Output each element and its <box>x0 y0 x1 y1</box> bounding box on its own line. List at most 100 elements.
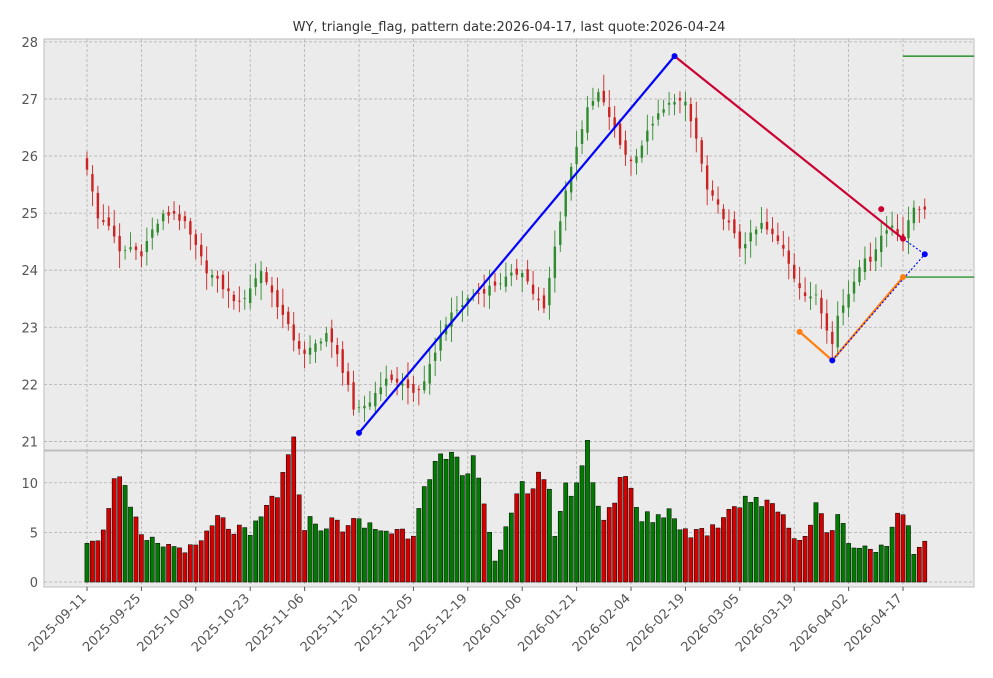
candle-body <box>118 235 121 252</box>
candle-body <box>292 324 295 341</box>
candle-body <box>249 288 252 304</box>
volume-bar <box>862 545 868 583</box>
volume-bar <box>476 477 482 583</box>
candle-body <box>336 344 339 355</box>
volume-bar <box>824 532 830 583</box>
pattern-overlay <box>356 53 974 436</box>
candle-body <box>433 352 437 362</box>
candle-body <box>896 229 899 235</box>
volume-bar <box>530 488 536 583</box>
volume-bar <box>498 549 503 583</box>
candle-body <box>363 405 366 409</box>
volume-bar <box>715 527 721 583</box>
volume-bar <box>846 543 851 583</box>
candle-body <box>183 216 187 222</box>
price-panel-bg <box>43 38 975 451</box>
candle-body <box>624 140 627 155</box>
candle-body <box>287 311 290 325</box>
candle-body <box>102 220 105 222</box>
candle-body <box>591 100 595 106</box>
volume-tick-label: 5 <box>30 526 38 541</box>
volume-bar <box>106 508 112 583</box>
candle-body <box>858 267 861 283</box>
projection-line <box>831 253 926 361</box>
volume-bar <box>100 529 106 583</box>
volume-bar <box>732 506 737 583</box>
x-tick-label: 2026-04-17 <box>842 591 906 655</box>
volume-bar <box>797 540 802 583</box>
y-tick-label: 26 <box>21 150 38 165</box>
volume-bar <box>394 529 400 583</box>
candle-body <box>874 249 877 262</box>
volume-bar <box>835 514 841 583</box>
volume-bar <box>677 529 683 583</box>
candle-body <box>238 300 241 302</box>
volume-bar <box>857 547 862 583</box>
volume-bar <box>416 508 422 583</box>
candle-body <box>733 219 736 234</box>
candle-body <box>586 107 589 133</box>
volume-bar <box>313 523 318 583</box>
candle-body <box>123 250 127 251</box>
candle-body <box>477 293 480 295</box>
volume-bar <box>220 517 226 583</box>
volume-bar <box>916 546 922 583</box>
candle-body <box>831 331 834 345</box>
volume-bar <box>155 542 161 583</box>
candle-body <box>113 225 116 237</box>
candle-body <box>385 378 388 386</box>
candle-body <box>667 102 671 105</box>
pattern-line <box>358 55 676 434</box>
candle-body <box>798 283 801 289</box>
volume-bar <box>215 515 220 583</box>
candle-body <box>744 244 747 249</box>
y-tick-label: 28 <box>21 36 38 51</box>
candle-body <box>760 222 763 229</box>
volume-bar <box>258 516 264 583</box>
volume-bar <box>514 493 520 583</box>
volume-bar <box>389 533 394 583</box>
volume-bar <box>117 476 122 583</box>
volume-bar <box>269 495 275 583</box>
candle-body <box>820 297 823 314</box>
volume-bar <box>503 526 509 583</box>
pattern-marker <box>878 206 885 213</box>
pattern-marker <box>921 251 928 258</box>
volume-bar <box>291 436 297 583</box>
volume-bar <box>552 536 558 583</box>
candle-body <box>455 309 459 311</box>
candle-body <box>357 407 361 409</box>
volume-bar <box>873 552 879 583</box>
candle-body <box>504 276 508 287</box>
candle-body <box>156 223 159 233</box>
candle-body <box>863 258 867 273</box>
candle-body <box>542 295 546 309</box>
volume-tick-label: 0 <box>30 576 38 591</box>
volume-bar <box>226 528 231 583</box>
pattern-marker <box>671 53 678 60</box>
candle-body <box>553 246 557 278</box>
volume-bar <box>302 530 307 583</box>
volume-bar <box>644 511 650 583</box>
volume-bar <box>481 503 487 583</box>
candle-body <box>319 341 323 344</box>
candle-body <box>368 402 372 407</box>
volume-bar <box>427 479 433 583</box>
volume-bar <box>802 536 808 583</box>
volume-tick-label: 10 <box>21 477 38 492</box>
candle-body <box>189 221 192 235</box>
candle-body <box>482 289 486 294</box>
volume-bar <box>623 476 628 583</box>
candle-body <box>613 117 616 129</box>
candle-body <box>885 230 888 234</box>
volume-bar <box>95 540 101 583</box>
volume-bar <box>166 544 171 583</box>
pattern-marker <box>900 274 906 281</box>
chart-title: WY, triangle_flag, pattern date:2026-04-… <box>293 20 726 35</box>
candle-body <box>918 209 921 211</box>
volume-bar <box>911 554 917 583</box>
candle-body <box>134 246 138 251</box>
candle-body <box>243 298 246 299</box>
candle-body <box>722 208 725 220</box>
